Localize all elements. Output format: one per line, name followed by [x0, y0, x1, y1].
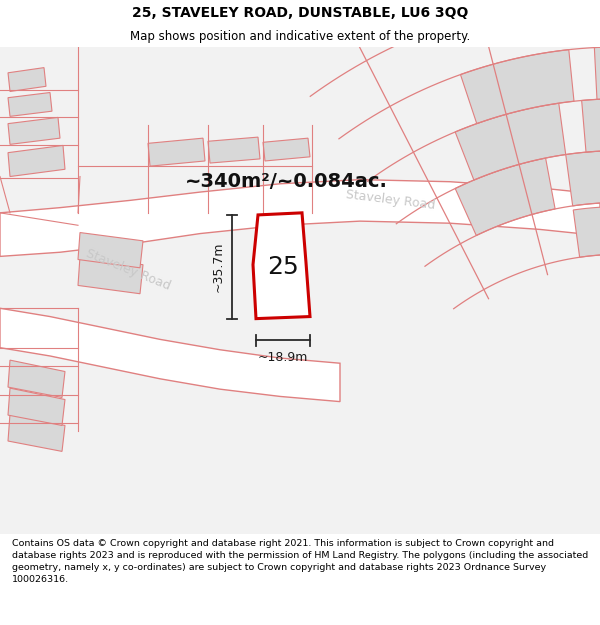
Polygon shape	[8, 388, 65, 426]
Polygon shape	[78, 232, 143, 268]
Text: Contains OS data © Crown copyright and database right 2021. This information is : Contains OS data © Crown copyright and d…	[12, 539, 588, 584]
Text: ~18.9m: ~18.9m	[258, 351, 308, 364]
Polygon shape	[595, 47, 600, 106]
Polygon shape	[581, 99, 600, 156]
Polygon shape	[253, 213, 310, 319]
Polygon shape	[0, 308, 340, 402]
Polygon shape	[8, 118, 60, 144]
Polygon shape	[8, 68, 46, 91]
Polygon shape	[78, 256, 143, 294]
Polygon shape	[8, 146, 65, 176]
Text: ~340m²/~0.084ac.: ~340m²/~0.084ac.	[185, 173, 388, 191]
Polygon shape	[8, 360, 65, 398]
Polygon shape	[460, 49, 574, 124]
Polygon shape	[0, 179, 600, 256]
Text: 25: 25	[267, 255, 299, 279]
Text: Map shows position and indicative extent of the property.: Map shows position and indicative extent…	[130, 30, 470, 43]
Polygon shape	[8, 414, 65, 451]
Text: ~35.7m: ~35.7m	[212, 241, 224, 292]
Text: Staveley Road: Staveley Road	[344, 189, 436, 213]
Polygon shape	[148, 138, 205, 166]
Polygon shape	[263, 138, 310, 161]
Polygon shape	[208, 137, 260, 163]
Polygon shape	[573, 207, 600, 258]
Polygon shape	[455, 158, 555, 236]
Polygon shape	[455, 103, 566, 180]
Text: Staveley Road: Staveley Road	[84, 247, 172, 292]
Text: 25, STAVELEY ROAD, DUNSTABLE, LU6 3QQ: 25, STAVELEY ROAD, DUNSTABLE, LU6 3QQ	[132, 6, 468, 20]
Polygon shape	[8, 92, 52, 116]
Polygon shape	[566, 151, 600, 206]
